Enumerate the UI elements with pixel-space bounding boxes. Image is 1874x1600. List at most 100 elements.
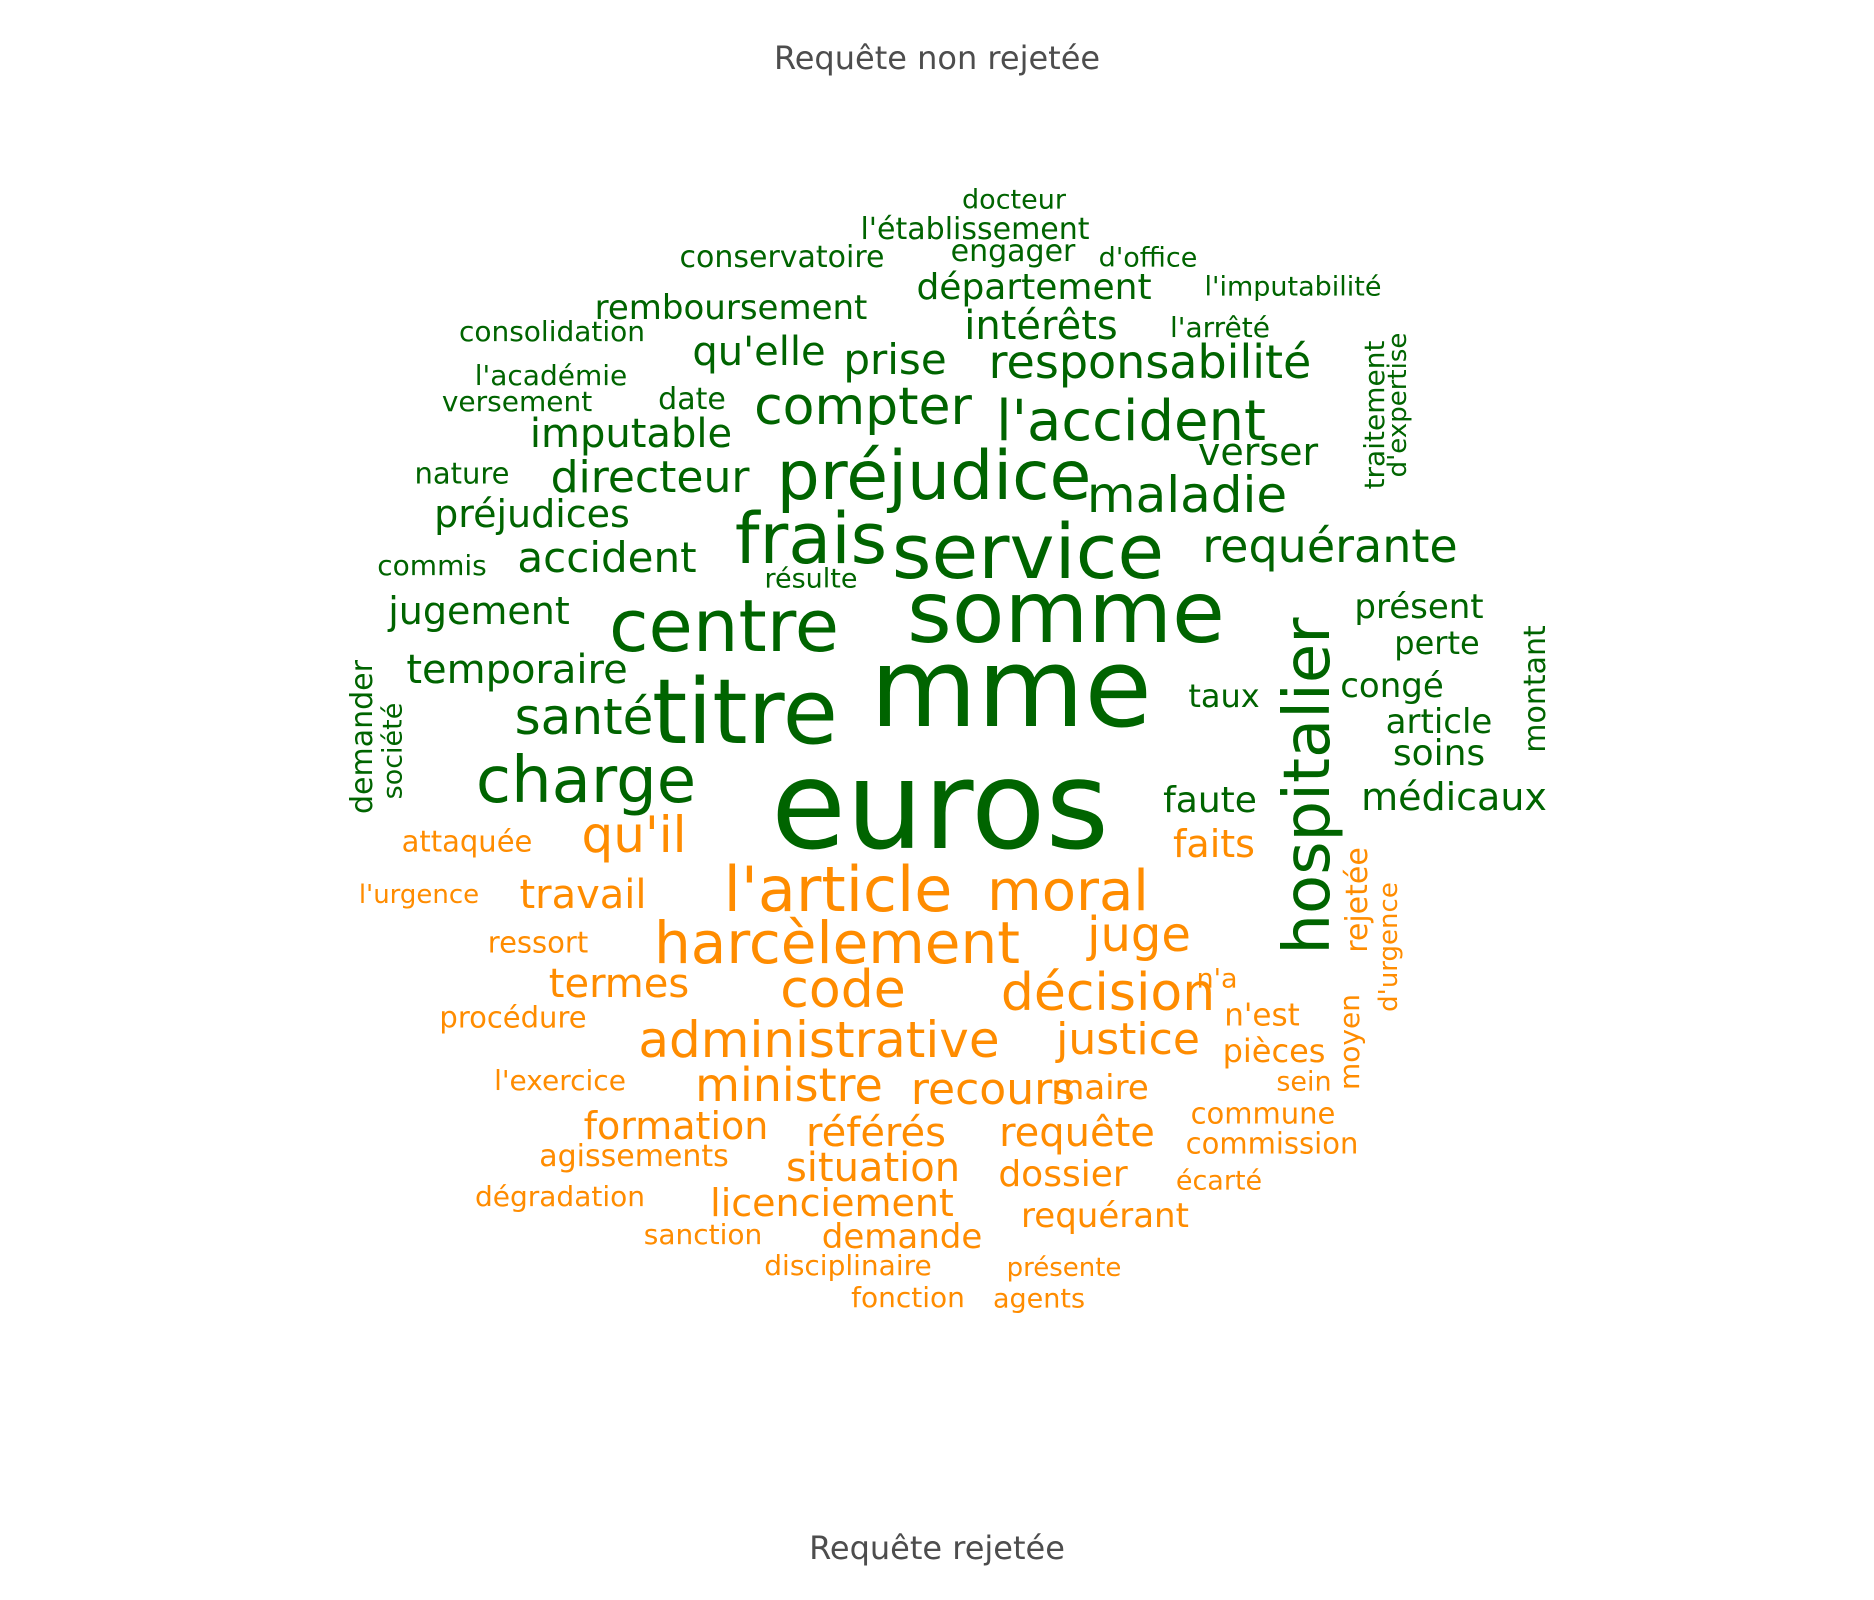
cloud-word-n-a: n'a — [1196, 963, 1238, 995]
cloud-word-engager: engager — [950, 234, 1076, 269]
cloud-word-ressort: ressort — [487, 925, 589, 960]
cloud-word-interets: intérêts — [964, 303, 1118, 349]
cloud-word-conge: congé — [1340, 666, 1444, 706]
cloud-word-conservatoire: conservatoire — [679, 240, 885, 275]
cloud-word-docteur: docteur — [962, 184, 1066, 216]
cloud-word-l-arrete: l'arrêté — [1170, 311, 1270, 344]
cloud-word-montant: montant — [1518, 625, 1553, 753]
cloud-word-responsabilite: responsabilité — [988, 335, 1312, 389]
cloud-word-prejudices: préjudices — [434, 492, 630, 536]
cloud-word-demande: demande — [821, 1217, 983, 1257]
cloud-word-d-expertise: d'expertise — [1383, 332, 1413, 478]
cloud-word-disciplinaire: disciplinaire — [764, 1249, 932, 1282]
cloud-word-present: présent — [1354, 587, 1484, 627]
cloud-word-justice: justice — [1056, 1014, 1200, 1065]
cloud-word-juge: juge — [1087, 907, 1191, 963]
cloud-word-termes: termes — [548, 961, 690, 1007]
top-title: Requête non rejetée — [773, 39, 1101, 77]
cloud-word-requete: requête — [999, 1110, 1155, 1156]
cloud-word-rejetee: rejetée — [1340, 847, 1375, 953]
cloud-word-sein: sein — [1276, 1066, 1332, 1098]
cloud-word-versement: versement — [441, 385, 593, 418]
cloud-word-sante: santé — [514, 688, 654, 746]
cloud-word-l-urgence: l'urgence — [358, 880, 480, 910]
cloud-word-degradation: dégradation — [474, 1180, 646, 1213]
cloud-word-mme: mme — [870, 624, 1152, 752]
cloud-word-maladie: maladie — [1086, 466, 1288, 524]
cloud-word-code: code — [780, 960, 906, 1020]
cloud-word-taux: taux — [1188, 677, 1260, 715]
cloud-word-l-etablissement: l'établissement — [860, 212, 1090, 247]
cloud-word-l-exercice: l'exercice — [494, 1064, 626, 1097]
cloud-word-d-office: d'office — [1098, 242, 1198, 274]
cloud-word-presente: présente — [1006, 1253, 1122, 1283]
bottom-title: Requête rejetée — [809, 1529, 1065, 1567]
cloud-word-recours: recours — [910, 1064, 1076, 1115]
cloud-word-faits: faits — [1173, 822, 1255, 866]
cloud-word-administrative: administrative — [638, 1011, 1000, 1069]
cloud-word-ministre: ministre — [695, 1058, 883, 1112]
cloud-word-d-urgence: d'urgence — [1374, 882, 1404, 1012]
cloud-word-accident: accident — [517, 533, 697, 582]
cloud-word-consolidation: consolidation — [458, 315, 646, 348]
cloud-word-titre: titre — [652, 660, 838, 765]
cloud-word-fonction: fonction — [851, 1281, 965, 1314]
cloud-word-somme: somme — [907, 563, 1225, 663]
cloud-word-commission: commission — [1185, 1126, 1359, 1161]
cloud-word-soins: soins — [1392, 733, 1486, 774]
cloud-word-charge: charge — [475, 744, 697, 818]
cloud-word-l-academie: l'académie — [474, 359, 628, 392]
cloud-word-directeur: directeur — [550, 452, 750, 503]
cloud-word-hospitalier: hospitalier — [1271, 617, 1345, 955]
cloud-word-harcelement: harcèlement — [654, 909, 1020, 977]
cloud-word-jugement: jugement — [388, 589, 570, 633]
cloud-word-resulte: résulte — [764, 563, 858, 595]
cloud-word-l-accident: l'accident — [996, 389, 1266, 454]
cloud-word-service: service — [891, 507, 1165, 596]
cloud-word-pieces: pièces — [1222, 1032, 1326, 1070]
cloud-word-commis: commis — [377, 549, 487, 582]
cloud-word-procedure: procédure — [439, 1000, 587, 1035]
cloud-word-medicaux: médicaux — [1361, 775, 1547, 819]
cloud-word-qu-elle: qu'elle — [692, 329, 826, 375]
cloud-word-maire: maire — [1051, 1068, 1149, 1108]
cloud-word-situation: situation — [785, 1145, 961, 1191]
cloud-word-decision: décision — [1000, 963, 1216, 1023]
cloud-word-perte: perte — [1394, 624, 1480, 662]
cloud-word-sanction: sanction — [643, 1218, 763, 1251]
cloud-word-agissements: agissements — [539, 1139, 729, 1174]
cloud-word-nature: nature — [414, 456, 510, 491]
cloud-word-societe: société — [377, 702, 409, 800]
cloud-word-requerant: requérant — [1021, 1196, 1189, 1236]
cloud-word-l-imputabilite: l'imputabilité — [1204, 271, 1382, 303]
cloud-word-moyen: moyen — [1333, 994, 1366, 1090]
cloud-word-prejudice: préjudice — [776, 437, 1092, 516]
cloud-word-attaquee: attaquée — [401, 824, 533, 859]
cloud-word-faute: faute — [1163, 780, 1257, 821]
cloud-word-formation: formation — [583, 1104, 769, 1148]
cloud-word-ecarte: écarté — [1175, 1165, 1263, 1197]
cloud-word-date: date — [658, 382, 726, 417]
cloud-word-demander: demander — [345, 660, 380, 814]
cloud-word-dossier: dossier — [998, 1154, 1128, 1195]
cloud-word-remboursement: remboursement — [594, 288, 868, 328]
cloud-word-commune: commune — [1190, 1096, 1336, 1131]
cloud-word-moral: moral — [987, 859, 1149, 924]
cloud-word-euros: euros — [770, 735, 1110, 877]
cloud-word-frais: frais — [734, 498, 888, 580]
cloud-word-travail: travail — [519, 872, 647, 918]
cloud-word-imputable: imputable — [529, 411, 733, 457]
cloud-word-qu-il: qu'il — [581, 806, 687, 864]
cloud-word-prise: prise — [843, 335, 947, 384]
cloud-word-centre: centre — [608, 584, 840, 668]
cloud-word-l-article: l'article — [723, 853, 953, 926]
cloud-word-requerante: requérante — [1202, 519, 1458, 573]
cloud-word-verser: verser — [1197, 430, 1319, 474]
cloud-word-referes: référés — [806, 1110, 946, 1156]
cloud-word-departement: département — [916, 267, 1152, 308]
cloud-word-licenciement: licenciement — [710, 1181, 954, 1225]
cloud-word-n-est: n'est — [1224, 997, 1300, 1034]
cloud-word-agents: agents — [992, 1283, 1086, 1315]
